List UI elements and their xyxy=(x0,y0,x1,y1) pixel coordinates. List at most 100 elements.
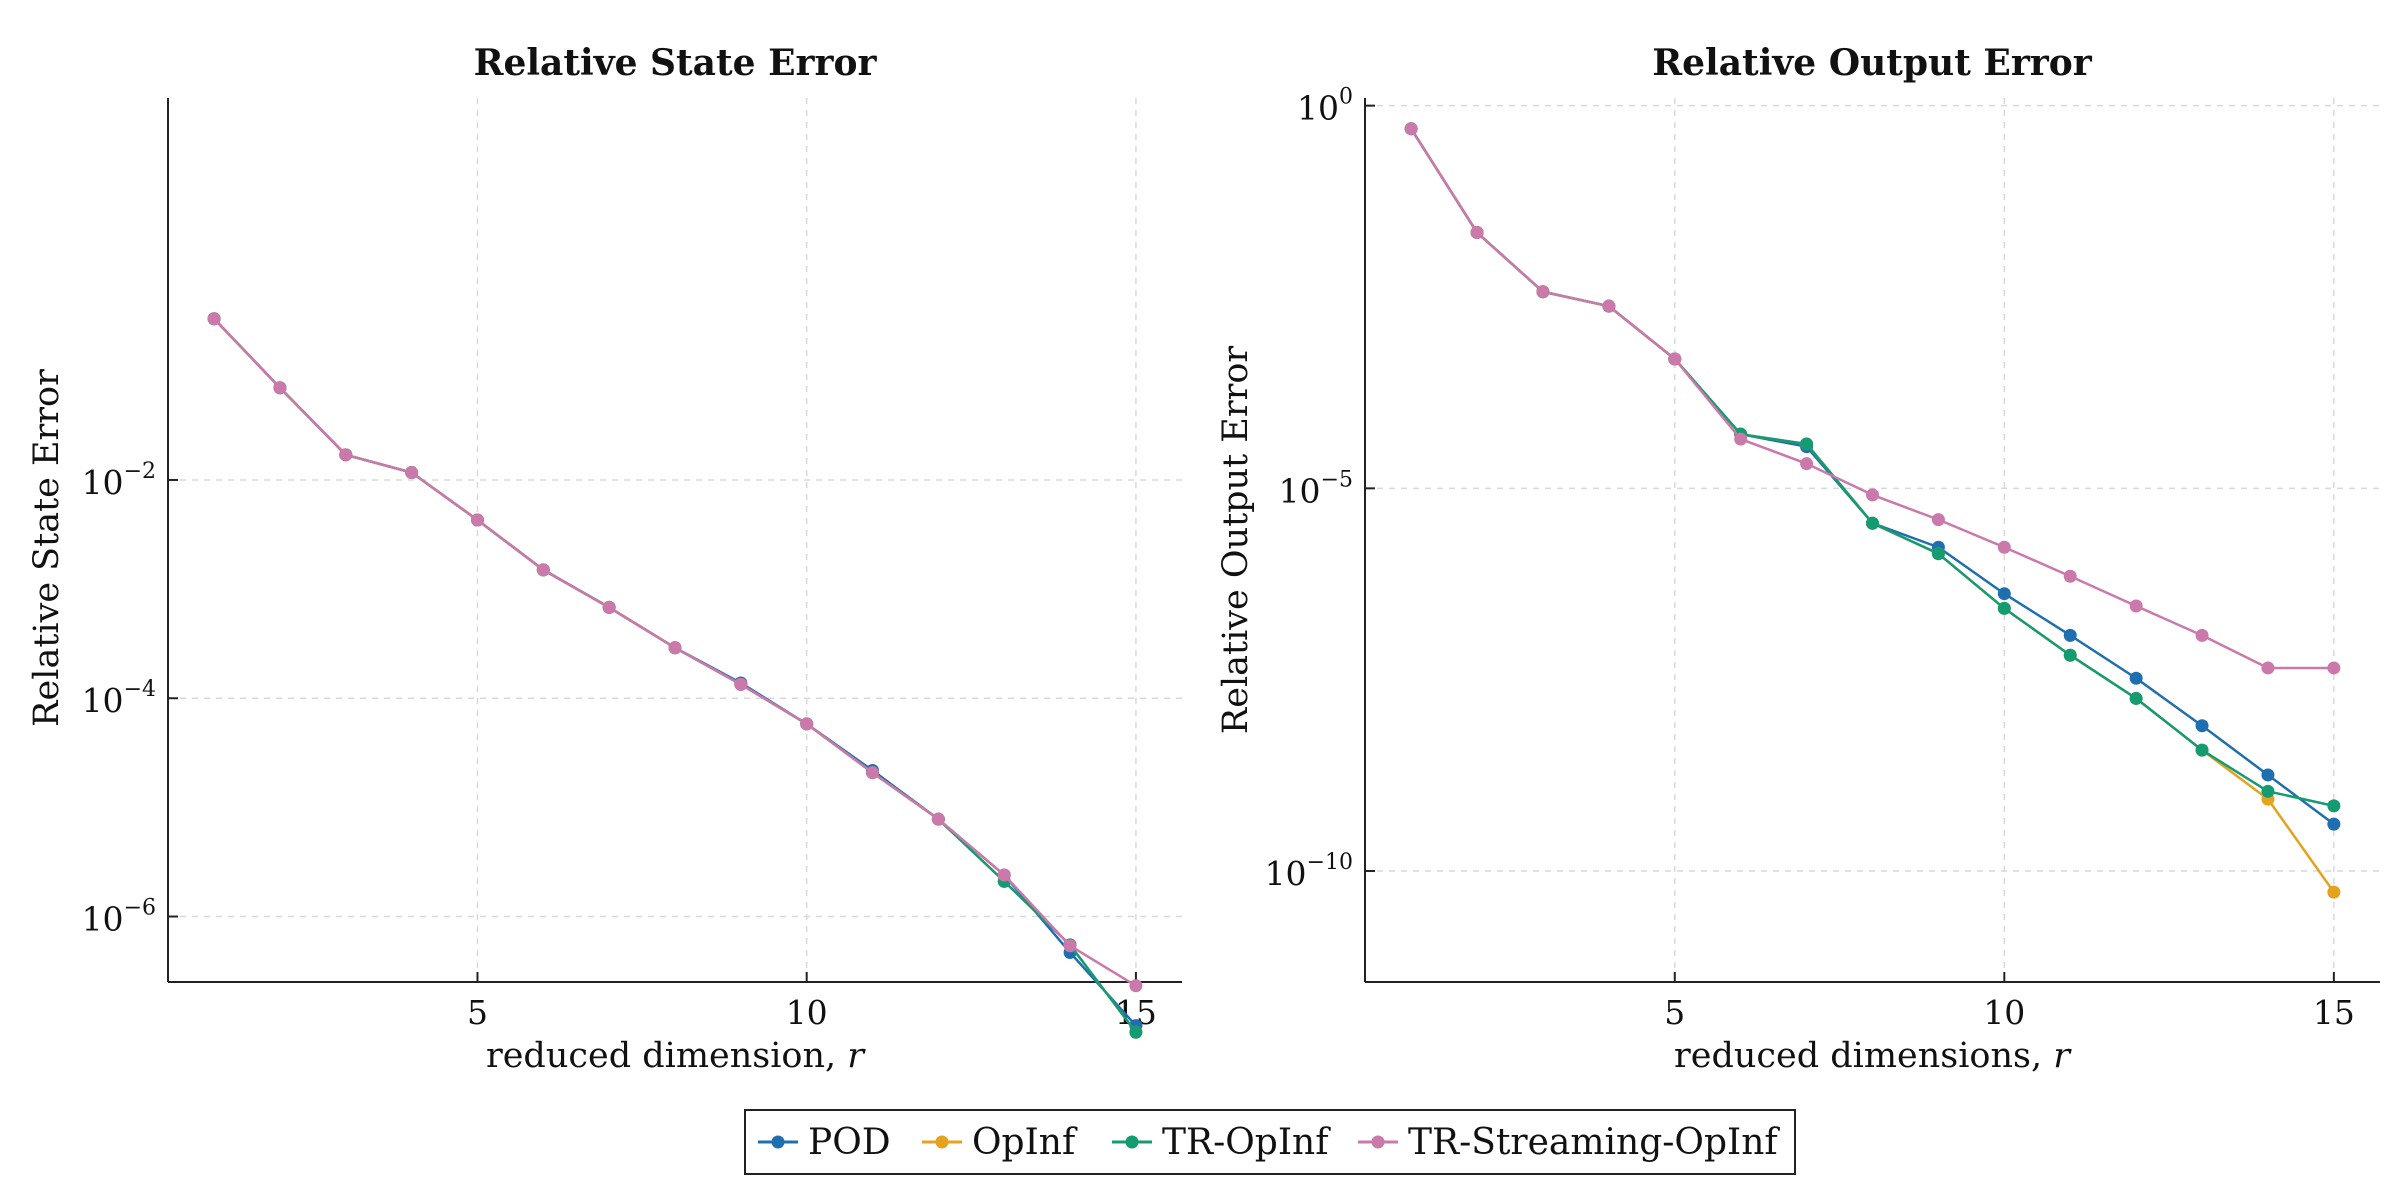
output-error-xlabel-text: reduced dimensions, xyxy=(1674,1036,2053,1076)
output-error-series-tr-opinf xyxy=(1404,122,2341,813)
state-error-point-tr-streaming-opinf xyxy=(1063,939,1077,953)
output-error-point-tr-streaming-opinf xyxy=(2063,569,2077,583)
legend-label: OpInf xyxy=(972,1122,1078,1163)
output-error-point-tr-streaming-opinf xyxy=(1997,540,2011,554)
state-error-point-tr-streaming-opinf xyxy=(470,513,484,527)
output-error-title: Relative Output Error xyxy=(1652,42,2093,84)
state-error-gridlines xyxy=(168,98,1182,982)
output-error-point-tr-streaming-opinf xyxy=(2261,661,2275,675)
output-error-point-pod xyxy=(2129,671,2143,685)
output-error-point-tr-streaming-opinf xyxy=(1734,432,1748,446)
output-error-panel: Relative Output Error Relative Output Er… xyxy=(1216,42,2380,1076)
output-error-ytick-label: 100 xyxy=(1297,85,1353,128)
legend-item-pod: POD xyxy=(758,1122,891,1163)
state-error-point-tr-streaming-opinf xyxy=(668,641,682,655)
output-error-line-tr-streaming-opinf xyxy=(1410,128,2334,670)
state-error-ytick-label: 10−2 xyxy=(82,459,156,502)
state-error-point-tr-streaming-opinf xyxy=(405,466,419,480)
output-error-point-pod xyxy=(2327,817,2341,831)
state-error-xtick-label: 10 xyxy=(786,993,828,1032)
state-error-point-tr-opinf xyxy=(1129,1025,1143,1039)
output-error-point-tr-streaming-opinf xyxy=(1602,299,1616,313)
output-error-point-pod xyxy=(2195,719,2209,733)
output-error-point-tr-streaming-opinf xyxy=(1800,457,1814,471)
legend-swatch-marker xyxy=(1125,1135,1139,1149)
output-error-point-pod xyxy=(2261,768,2275,782)
state-error-series-tr-opinf xyxy=(207,312,1143,1039)
state-error-series-pod xyxy=(207,312,1143,1033)
output-error-point-tr-streaming-opinf xyxy=(1866,488,1879,502)
legend-swatch-marker xyxy=(935,1135,949,1149)
state-error-title: Relative State Error xyxy=(474,42,878,84)
output-error-point-tr-streaming-opinf xyxy=(1931,513,1945,527)
output-error-xlabel: reduced dimensions, r xyxy=(1674,1036,2072,1076)
legend-item-opinf: OpInf xyxy=(922,1122,1078,1163)
output-error-point-tr-streaming-opinf xyxy=(1470,226,1484,240)
output-error-point-tr-opinf xyxy=(2327,799,2341,813)
state-error-series-opinf xyxy=(207,312,1143,1039)
state-error-point-tr-streaming-opinf xyxy=(339,448,353,462)
state-error-point-tr-streaming-opinf xyxy=(866,766,880,780)
output-error-series-tr-streaming-opinf xyxy=(1404,122,2341,675)
legend-box xyxy=(744,1109,1796,1175)
output-error-xtick-label: 15 xyxy=(2313,993,2355,1032)
legend-label: TR-Streaming-OpInf xyxy=(1408,1122,1780,1163)
state-error-series-tr-streaming-opinf xyxy=(207,312,1143,993)
output-error-gridlines xyxy=(1365,98,2380,982)
output-error-point-tr-streaming-opinf xyxy=(1404,122,1418,136)
state-error-ytick-label: 10−6 xyxy=(82,896,156,939)
output-error-point-opinf xyxy=(2327,885,2341,899)
state-error-ylabel: Relative State Error xyxy=(27,369,67,727)
output-error-point-tr-streaming-opinf xyxy=(2129,599,2143,613)
state-error-point-tr-streaming-opinf xyxy=(931,812,945,826)
state-error-point-tr-streaming-opinf xyxy=(273,381,287,395)
output-error-point-tr-opinf xyxy=(2261,784,2275,798)
state-error-xlabel-text: reduced dimension, xyxy=(486,1036,847,1076)
state-error-line-pod xyxy=(213,317,1137,1027)
state-error-point-tr-streaming-opinf xyxy=(997,868,1011,882)
output-error-point-tr-opinf xyxy=(1866,516,1879,530)
output-error-point-tr-opinf xyxy=(2129,691,2143,705)
legend-swatch-marker xyxy=(771,1135,785,1149)
state-error-ytick-label: 10−4 xyxy=(82,677,156,720)
output-error-point-tr-streaming-opinf xyxy=(2327,661,2341,675)
output-error-point-pod xyxy=(2063,628,2077,642)
state-error-xlabel-var: r xyxy=(847,1036,866,1076)
legend-label: POD xyxy=(808,1122,891,1163)
output-error-point-tr-opinf xyxy=(1931,547,1945,561)
output-error-line-pod xyxy=(1410,128,2335,826)
output-error-ytick-label: 10−10 xyxy=(1265,850,1353,893)
state-error-xlabel: reduced dimension, r xyxy=(486,1036,866,1076)
output-error-ytick-label: 10−5 xyxy=(1279,467,1353,510)
output-error-point-tr-streaming-opinf xyxy=(2195,628,2209,642)
state-error-point-tr-streaming-opinf xyxy=(734,677,748,691)
legend-item-tr-opinf: TR-OpInf xyxy=(1112,1122,1331,1163)
output-error-point-pod xyxy=(1997,587,2011,601)
output-error-xlabel-var: r xyxy=(2053,1036,2072,1076)
output-error-xtick-label: 5 xyxy=(1664,993,1685,1032)
output-error-point-tr-streaming-opinf xyxy=(1536,285,1550,299)
output-error-ylabel: Relative Output Error xyxy=(1216,346,1256,735)
state-error-point-tr-streaming-opinf xyxy=(1129,979,1143,993)
state-error-point-tr-streaming-opinf xyxy=(207,312,221,326)
output-error-line-tr-opinf xyxy=(1410,128,2335,808)
state-error-point-tr-streaming-opinf xyxy=(602,600,616,614)
output-error-point-tr-opinf xyxy=(2195,743,2209,757)
output-error-point-tr-opinf xyxy=(2063,648,2077,662)
legend-item-tr-streaming-opinf: TR-Streaming-OpInf xyxy=(1358,1122,1780,1163)
legend-swatch-marker xyxy=(1371,1135,1385,1149)
output-error-point-tr-opinf xyxy=(1800,437,1814,451)
state-error-panel: Relative State Error Relative State Erro… xyxy=(27,42,1182,1076)
legend: POD OpInf TR-OpInf TR-Streaming-OpInf xyxy=(744,1109,1796,1175)
state-error-point-tr-streaming-opinf xyxy=(536,563,550,577)
output-error-series-pod xyxy=(1404,122,2341,831)
output-error-series-opinf xyxy=(1404,122,2341,899)
output-error-line-opinf xyxy=(1410,128,2335,893)
output-error-point-tr-streaming-opinf xyxy=(1668,352,1682,366)
legend-label: TR-OpInf xyxy=(1162,1122,1331,1163)
output-error-xtick-label: 10 xyxy=(1983,993,2025,1032)
state-error-line-opinf xyxy=(213,317,1137,1034)
output-error-point-tr-opinf xyxy=(1997,601,2011,615)
state-error-line-tr-opinf xyxy=(213,317,1137,1034)
